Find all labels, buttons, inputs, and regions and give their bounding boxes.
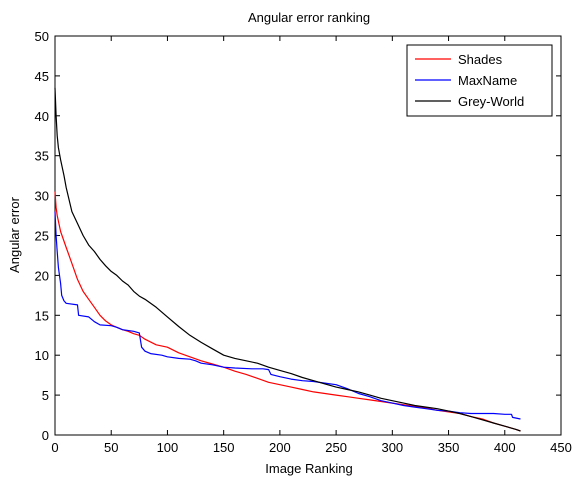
y-tick-label: 0 <box>42 428 49 443</box>
y-tick-label: 20 <box>35 268 49 283</box>
x-tick-label: 400 <box>494 440 516 455</box>
legend-label-maxname: MaxName <box>458 73 517 88</box>
y-tick-label: 45 <box>35 69 49 84</box>
y-axis-label: Angular error <box>7 196 22 273</box>
axis-ticks: 0 50 100 150 200 250 300 350 400 450 0 5 10 15 20 25 30 3… <box>35 29 572 455</box>
legend-label-shades: Shades <box>458 52 503 67</box>
x-tick-label: 0 <box>51 440 58 455</box>
x-tick-label: 350 <box>438 440 460 455</box>
x-tick-label: 200 <box>269 440 291 455</box>
series-layer <box>54 87 521 432</box>
series-line-grey-world <box>54 87 521 432</box>
legend-label-grey-world: Grey-World <box>458 94 524 109</box>
series-line-maxname <box>54 211 521 420</box>
x-tick-label: 250 <box>325 440 347 455</box>
chart-title: Angular error ranking <box>248 10 370 25</box>
x-axis-label: Image Ranking <box>265 461 352 476</box>
y-tick-label: 15 <box>35 308 49 323</box>
x-tick-label: 300 <box>381 440 403 455</box>
y-tick-label: 10 <box>35 348 49 363</box>
y-tick-label: 30 <box>35 189 49 204</box>
y-tick-label: 35 <box>35 149 49 164</box>
x-tick-label: 150 <box>213 440 235 455</box>
y-tick-label: 25 <box>35 229 49 244</box>
y-tick-label: 5 <box>42 388 49 403</box>
x-tick-label: 50 <box>104 440 118 455</box>
y-tick-label: 40 <box>35 109 49 124</box>
y-tick-label: 50 <box>35 29 49 44</box>
x-tick-label: 450 <box>550 440 572 455</box>
x-tick-label: 100 <box>157 440 179 455</box>
legend: Shades MaxName Grey-World <box>406 44 553 117</box>
